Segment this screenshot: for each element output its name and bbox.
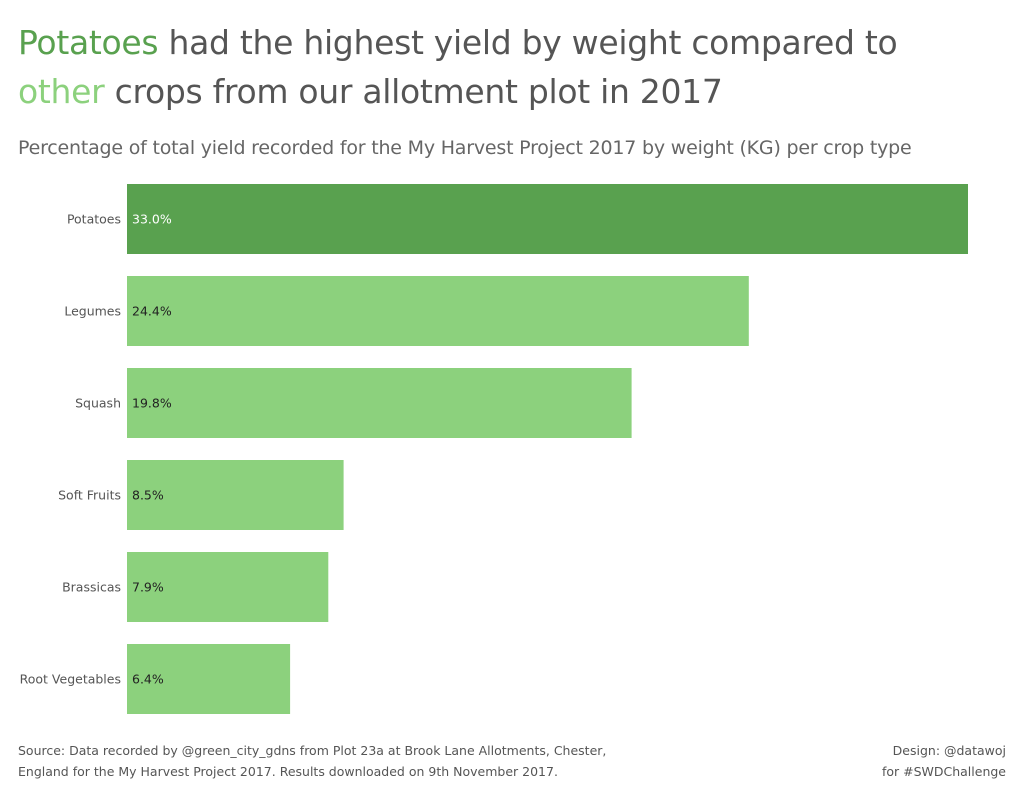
category-label-legumes: Legumes: [64, 304, 121, 319]
value-label-brassicas: 7.9%: [132, 580, 164, 595]
title-highlight-other: other: [18, 72, 105, 111]
title-highlight-potatoes: Potatoes: [18, 23, 159, 62]
category-label-potatoes: Potatoes: [67, 212, 121, 227]
bar-squash: [127, 368, 632, 438]
value-label-legumes: 24.4%: [132, 304, 172, 319]
chart-subtitle: Percentage of total yield recorded for t…: [18, 137, 912, 159]
value-label-root-vegetables: 6.4%: [132, 672, 164, 687]
bar-brassicas: [127, 552, 329, 622]
source-line-2: England for the My Harvest Project 2017.…: [18, 764, 558, 779]
bar-chart: Potatoes 33.0% Legumes 24.4% Squash 19.8% Soft…: [20, 184, 968, 714]
source-note: Source: Data recorded by @green_city_gdn…: [18, 740, 658, 782]
value-label-soft-fruits: 8.5%: [132, 488, 164, 503]
bar-root-vegetables: [127, 644, 291, 714]
title-text-2: crops from our allotment plot in 2017: [104, 72, 723, 111]
bar-potatoes: [127, 184, 968, 254]
category-label-root-vegetables: Root Vegetables: [20, 672, 121, 687]
category-label-soft-fruits: Soft Fruits: [58, 488, 121, 503]
bar-soft-fruits: [127, 460, 344, 530]
value-label-potatoes: 33.0%: [132, 212, 172, 227]
source-line-1: Source: Data recorded by @green_city_gdn…: [18, 743, 607, 758]
credit-line-1: Design: @datawoj: [892, 743, 1006, 758]
value-label-squash: 19.8%: [132, 396, 172, 411]
category-label-squash: Squash: [75, 396, 121, 411]
chart-title: Potatoes had the highest yield by weight…: [18, 18, 1018, 116]
bar-legumes: [127, 276, 749, 346]
design-credit: Design: @datawoj for #SWDChallenge: [882, 740, 1006, 782]
credit-line-2: for #SWDChallenge: [881, 764, 1006, 779]
category-label-brassicas: Brassicas: [62, 580, 121, 595]
title-text-1: had the highest yield by weight compared…: [158, 23, 898, 62]
